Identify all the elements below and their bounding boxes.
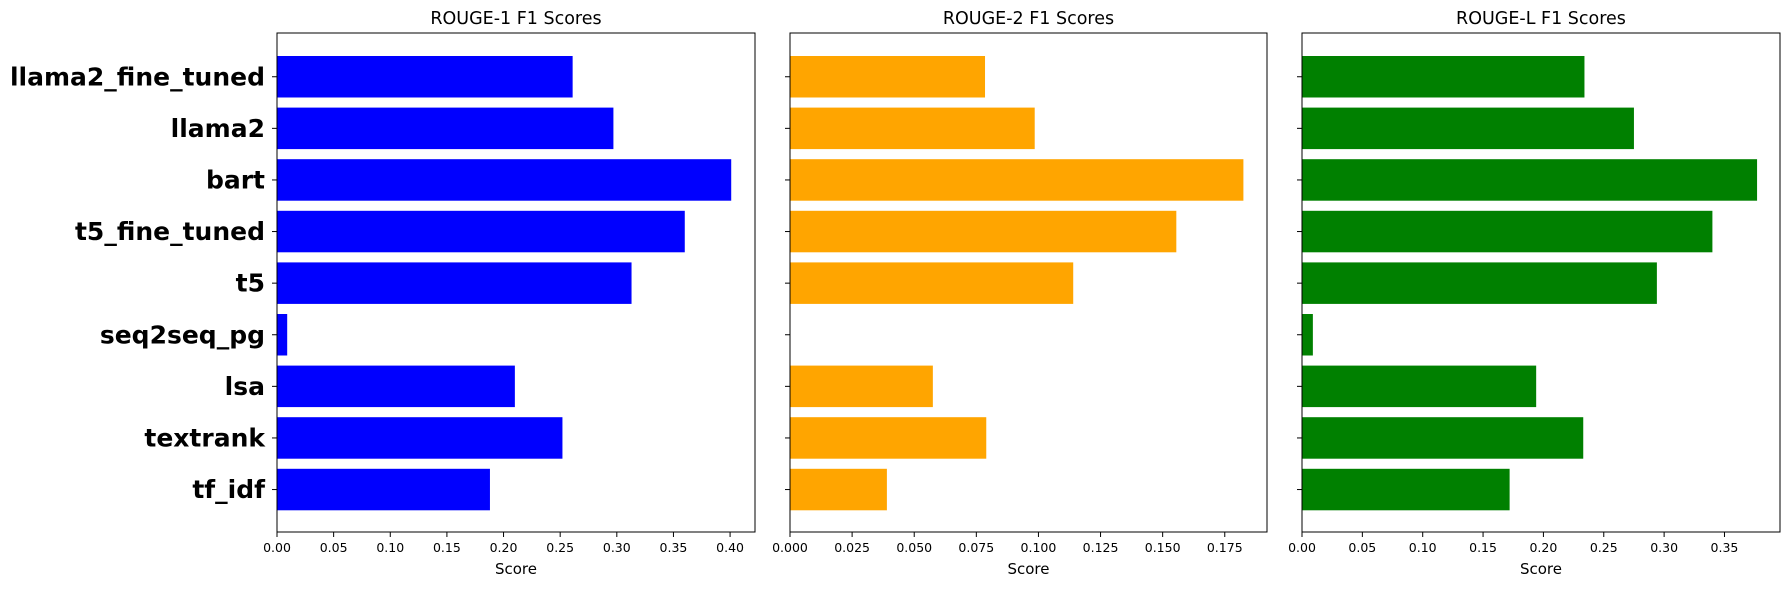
panel-title: ROUGE-L F1 Scores [1456, 9, 1626, 29]
bar-llama2_fine_tuned [1302, 56, 1585, 98]
bar-textrank [277, 417, 563, 459]
x-tick-label: 0.20 [1529, 540, 1557, 555]
x-tick-label: 0.15 [433, 540, 461, 555]
bar-textrank [1302, 417, 1584, 459]
category-label: llama2 [171, 114, 265, 143]
panel-title: ROUGE-2 F1 Scores [943, 9, 1114, 29]
bar-tf_idf [277, 468, 490, 511]
x-tick-label: 0.025 [834, 540, 870, 555]
category-label: bart [206, 165, 265, 194]
x-tick-label: 0.10 [376, 540, 404, 555]
x-tick-label: 0.35 [660, 540, 688, 555]
bar-bart [1302, 159, 1758, 201]
x-tick-label: 0.30 [603, 540, 631, 555]
x-tick-label: 0.30 [1650, 540, 1678, 555]
x-tick-label: 0.175 [1207, 540, 1243, 555]
bar-t5 [790, 262, 1074, 304]
bar-bart [277, 159, 732, 201]
x-tick-label: 0.25 [546, 540, 574, 555]
x-tick-label: 0.150 [1145, 540, 1181, 555]
x-tick-label: 0.15 [1469, 540, 1497, 555]
bar-t5 [277, 262, 632, 304]
x-tick-label: 0.100 [1021, 540, 1057, 555]
x-axis-label: Score [1007, 560, 1049, 578]
bar-tf_idf [1302, 468, 1510, 511]
x-tick-label: 0.10 [1409, 540, 1437, 555]
category-label: tf_idf [192, 475, 266, 504]
bar-t5 [1302, 262, 1657, 304]
category-label: lsa [225, 372, 265, 401]
x-tick-label: 0.00 [263, 540, 291, 555]
bar-llama2 [1302, 107, 1634, 150]
x-tick-label: 0.20 [490, 540, 518, 555]
bar-llama2_fine_tuned [277, 56, 573, 98]
category-label: seq2seq_pg [100, 320, 265, 349]
bar-t5_fine_tuned [790, 210, 1177, 253]
x-tick-label: 0.25 [1590, 540, 1618, 555]
x-tick-label: 0.05 [1348, 540, 1376, 555]
bar-llama2 [790, 107, 1035, 150]
panel-3: 0.00 0.05 0.10 0.15 0.20 0.25 0.30 0.35 Score ROU… [1288, 9, 1781, 578]
x-tick-label: 0.40 [716, 540, 744, 555]
category-label: t5_fine_tuned [75, 217, 265, 246]
bar-lsa [277, 365, 515, 408]
x-tick-label: 0.000 [772, 540, 808, 555]
panel-2: 0.000 0.025 0.050 0.075 0.100 0.125 0.150 0.175… [772, 9, 1268, 578]
x-tick-label: 0.00 [1288, 540, 1316, 555]
bar-seq2seq_pg [277, 314, 288, 356]
plot-frame [1301, 32, 1781, 533]
bar-lsa [1302, 365, 1537, 408]
category-label: textrank [144, 423, 266, 452]
x-tick-label: 0.050 [896, 540, 932, 555]
bar-t5_fine_tuned [277, 210, 685, 253]
bar-seq2seq_pg [1302, 314, 1313, 356]
x-axis-label: Score [495, 560, 537, 578]
x-tick-label: 0.125 [1083, 540, 1119, 555]
category-label: t5 [236, 269, 265, 298]
category-label: llama2_fine_tuned [10, 62, 265, 91]
plot-frame [789, 32, 1268, 533]
panel-title: ROUGE-1 F1 Scores [430, 9, 601, 29]
bar-bart [790, 159, 1244, 201]
bar-t5_fine_tuned [1302, 210, 1713, 253]
bar-llama2_fine_tuned [790, 56, 986, 98]
panel-1: llama2_fine_tuned llama2 bart t5_fine_tuned… [10, 9, 756, 578]
x-tick-label: 0.05 [320, 540, 348, 555]
x-axis-label: Score [1520, 560, 1562, 578]
x-tick-label: 0.075 [958, 540, 994, 555]
bar-tf_idf [790, 468, 887, 511]
bar-lsa [790, 365, 933, 408]
bar-llama2 [277, 107, 614, 150]
bar-textrank [790, 417, 987, 459]
x-tick-label: 0.35 [1711, 540, 1739, 555]
plot-frame [276, 32, 756, 533]
